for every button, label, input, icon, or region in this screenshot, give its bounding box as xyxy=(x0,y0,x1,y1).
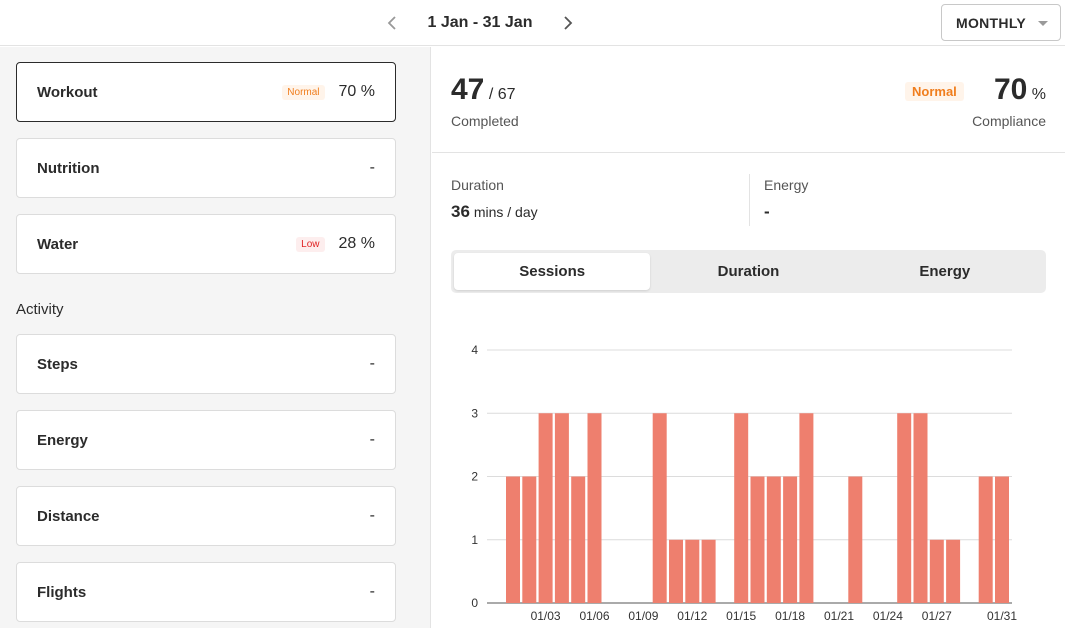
bar-01/16[interactable] xyxy=(750,476,765,604)
compliance-unit: % xyxy=(1031,86,1046,103)
y-tick-label: 1 xyxy=(471,533,478,547)
metric-divider xyxy=(749,174,750,226)
duration-label: Duration xyxy=(451,177,504,193)
completed-value: 47 xyxy=(451,73,485,106)
bar-01/18[interactable] xyxy=(783,476,798,604)
card-value: - xyxy=(369,431,375,448)
bar-01/06[interactable] xyxy=(587,413,602,603)
x-tick-label: 01/09 xyxy=(628,609,658,623)
summary-header: 47 / 67 Completed Normal 70 % Compliance xyxy=(432,47,1065,153)
x-tick-label: 01/24 xyxy=(873,609,903,623)
bar-01/15[interactable] xyxy=(734,413,749,603)
x-tick-label: 01/15 xyxy=(726,609,756,623)
completed-total: / 67 xyxy=(488,86,516,103)
top-bar: 1 Jan - 31 Jan MONTHLY xyxy=(0,0,1065,46)
energy-label: Energy xyxy=(764,177,809,193)
energy-value: - xyxy=(764,202,770,221)
card-workout[interactable]: Workout Normal 70 % xyxy=(16,62,396,122)
energy-value-wrap: - xyxy=(764,202,770,222)
card-steps[interactable]: Steps - xyxy=(16,334,396,394)
compliance-label: Compliance xyxy=(972,113,1046,129)
card-name: Flights xyxy=(37,583,87,601)
bar-01/28[interactable] xyxy=(946,539,961,603)
card-name: Water xyxy=(37,235,79,253)
compliance-status-badge: Normal xyxy=(905,82,964,101)
card-value: 28 % xyxy=(338,235,375,252)
compliance-value-wrap: 70 % xyxy=(994,73,1046,107)
bar-01/17[interactable] xyxy=(766,476,781,604)
bar-01/02[interactable] xyxy=(522,476,537,604)
date-range-label: 1 Jan - 31 Jan xyxy=(427,14,533,31)
card-name: Steps xyxy=(37,355,78,373)
card-value: - xyxy=(369,507,375,524)
period-dropdown[interactable]: MONTHLY xyxy=(941,4,1061,41)
chart-tabs: Sessions Duration Energy xyxy=(451,250,1046,293)
bar-01/27[interactable] xyxy=(929,539,944,603)
bar-01/01[interactable] xyxy=(506,476,520,604)
prev-period-button[interactable] xyxy=(380,11,404,35)
duration-value: 36 xyxy=(451,202,470,221)
bar-01/11[interactable] xyxy=(669,539,683,603)
date-navigator: 1 Jan - 31 Jan xyxy=(380,0,580,46)
chevron-left-icon xyxy=(387,16,396,30)
card-flights[interactable]: Flights - xyxy=(16,562,396,622)
sessions-chart-svg: 0 1 2 3 4 01/03 01/06 01/09 01/12 01/15 01/18 01/21… xyxy=(471,343,1017,623)
card-energy[interactable]: Energy - xyxy=(16,410,396,470)
bar-01/22[interactable] xyxy=(848,476,863,604)
x-tick-label: 01/18 xyxy=(775,609,805,623)
card-name: Distance xyxy=(37,507,100,525)
bar-01/26[interactable] xyxy=(913,413,928,603)
x-tick-label: 01/12 xyxy=(677,609,707,623)
card-value: - xyxy=(369,583,375,600)
card-distance[interactable]: Distance - xyxy=(16,486,396,546)
y-tick-label: 2 xyxy=(471,470,478,484)
bar-01/31[interactable] xyxy=(995,476,1009,604)
y-tick-label: 0 xyxy=(471,596,478,610)
bar-01/19[interactable] xyxy=(799,413,814,603)
card-value: - xyxy=(369,355,375,372)
card-water[interactable]: Water Low 28 % xyxy=(16,214,396,274)
x-tick-label: 01/06 xyxy=(579,609,609,623)
y-tick-label: 3 xyxy=(471,406,478,420)
status-badge: Normal xyxy=(282,84,325,100)
metrics-sidebar: Workout Normal 70 % Nutrition - Water Lo… xyxy=(0,47,431,628)
duration-value-wrap: 36 mins / day xyxy=(451,202,538,222)
y-tick-label: 4 xyxy=(471,343,478,357)
card-nutrition[interactable]: Nutrition - xyxy=(16,138,396,198)
bar-01/05[interactable] xyxy=(571,476,586,604)
bar-01/13[interactable] xyxy=(701,539,716,603)
status-badge: Low xyxy=(296,236,325,252)
x-tick-label: 01/21 xyxy=(824,609,854,623)
bar-01/30[interactable] xyxy=(978,476,993,604)
caret-down-icon xyxy=(1038,21,1048,26)
tab-duration[interactable]: Duration xyxy=(717,263,780,280)
tab-energy[interactable]: Energy xyxy=(919,263,971,280)
tab-sessions[interactable]: Sessions xyxy=(454,253,651,290)
x-tick-label: 01/03 xyxy=(531,609,561,623)
chevron-right-icon xyxy=(564,16,573,30)
detail-panel: 47 / 67 Completed Normal 70 % Compliance… xyxy=(432,47,1065,628)
next-period-button[interactable] xyxy=(556,11,580,35)
sessions-chart: 0 1 2 3 4 01/03 01/06 01/09 01/12 01/15 01/18 01/21… xyxy=(432,317,1065,628)
bar-01/12[interactable] xyxy=(685,539,700,603)
card-value: - xyxy=(369,159,375,176)
card-name: Nutrition xyxy=(37,159,100,177)
card-name: Workout xyxy=(37,83,98,101)
bar-01/10[interactable] xyxy=(652,413,667,603)
x-tick-label: 01/27 xyxy=(922,609,952,623)
card-value: 70 % xyxy=(338,83,375,100)
bar-01/25[interactable] xyxy=(897,413,912,603)
x-tick-label: 01/31 xyxy=(987,609,1017,623)
bar-01/03[interactable] xyxy=(538,413,553,603)
period-dropdown-value: MONTHLY xyxy=(956,14,1027,31)
completed-label: Completed xyxy=(451,113,519,129)
activity-section-label: Activity xyxy=(16,301,64,318)
bar-01/04[interactable] xyxy=(554,413,569,603)
duration-unit: mins / day xyxy=(473,204,538,220)
completed-count: 47 / 67 xyxy=(451,73,516,107)
compliance-value: 70 xyxy=(993,73,1028,106)
card-name: Energy xyxy=(37,431,88,449)
